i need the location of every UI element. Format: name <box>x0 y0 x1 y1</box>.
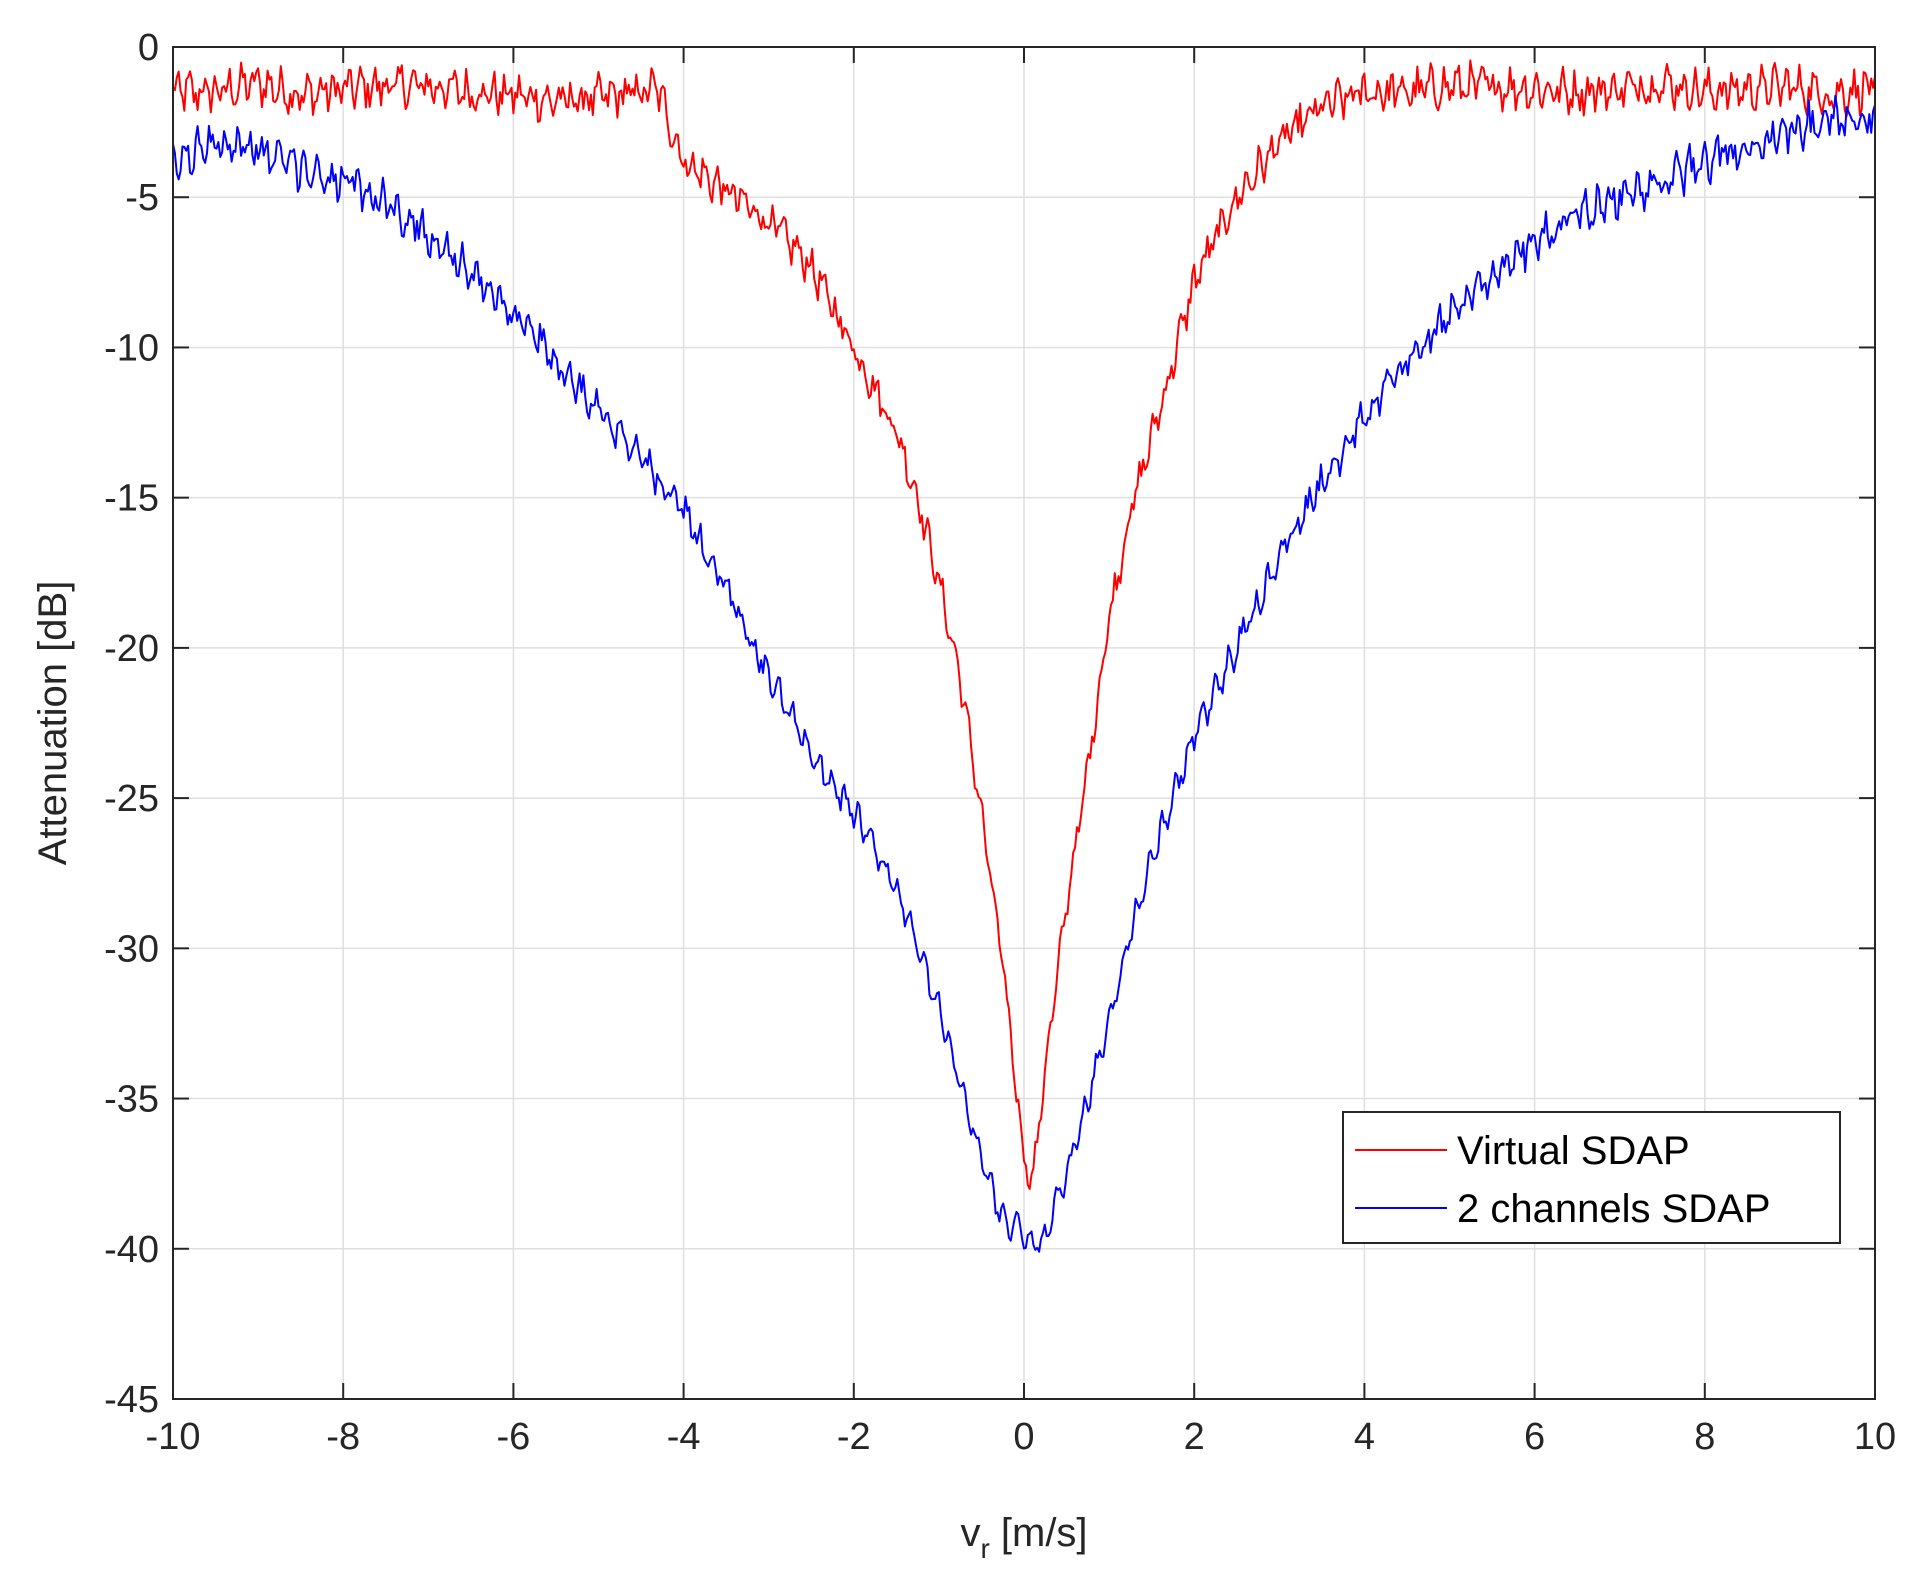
y-tick-label: -10 <box>104 327 159 369</box>
series-line-2-channels-sdap <box>173 94 1875 1253</box>
legend-label-virtual-sdap: Virtual SDAP <box>1457 1129 1690 1173</box>
y-tick-label: 0 <box>138 27 159 69</box>
y-tick-label: -25 <box>104 778 159 820</box>
y-axis-label: Attenuation [dB] <box>31 581 75 866</box>
x-tick-label: 4 <box>1354 1416 1375 1458</box>
y-tick-label: -15 <box>104 478 159 520</box>
y-tick-label: -20 <box>104 628 159 670</box>
legend: Virtual SDAP 2 channels SDAP <box>1342 1111 1841 1244</box>
series-layer <box>173 59 1875 1253</box>
x-tick-label: 6 <box>1524 1416 1545 1458</box>
x-tick-label: 8 <box>1694 1416 1715 1458</box>
legend-label-2-channels-sdap: 2 channels SDAP <box>1457 1187 1771 1231</box>
x-tick-label: -10 <box>146 1416 201 1458</box>
y-tick-label: -30 <box>104 928 159 970</box>
x-tick-label: 0 <box>1013 1416 1034 1458</box>
tick-marks <box>172 46 1876 1400</box>
tick-labels: -10 -8 -6 -4 -2 0 2 4 6 8 100-5-10-15-20-25-30-35-… <box>104 27 1896 1458</box>
x-tick-label: -4 <box>667 1416 701 1458</box>
y-tick-label: -45 <box>104 1379 159 1421</box>
x-tick-label: 2 <box>1184 1416 1205 1458</box>
legend-box <box>1342 1111 1841 1244</box>
x-axis-label: vr [m/s] <box>960 1511 1087 1564</box>
x-axis-label-subscript: r <box>980 1533 989 1564</box>
x-tick-label: -2 <box>837 1416 871 1458</box>
series-line-virtual-sdap <box>173 59 1875 1190</box>
x-tick-label: -6 <box>497 1416 531 1458</box>
y-tick-label: -40 <box>104 1229 159 1271</box>
y-tick-label: -35 <box>104 1079 159 1121</box>
x-axis-label-unit: [m/s] <box>990 1511 1088 1555</box>
y-tick-label: -5 <box>125 177 159 219</box>
x-axis-label-main: v <box>960 1511 980 1555</box>
x-tick-label: 10 <box>1854 1416 1896 1458</box>
x-tick-label: -8 <box>326 1416 360 1458</box>
